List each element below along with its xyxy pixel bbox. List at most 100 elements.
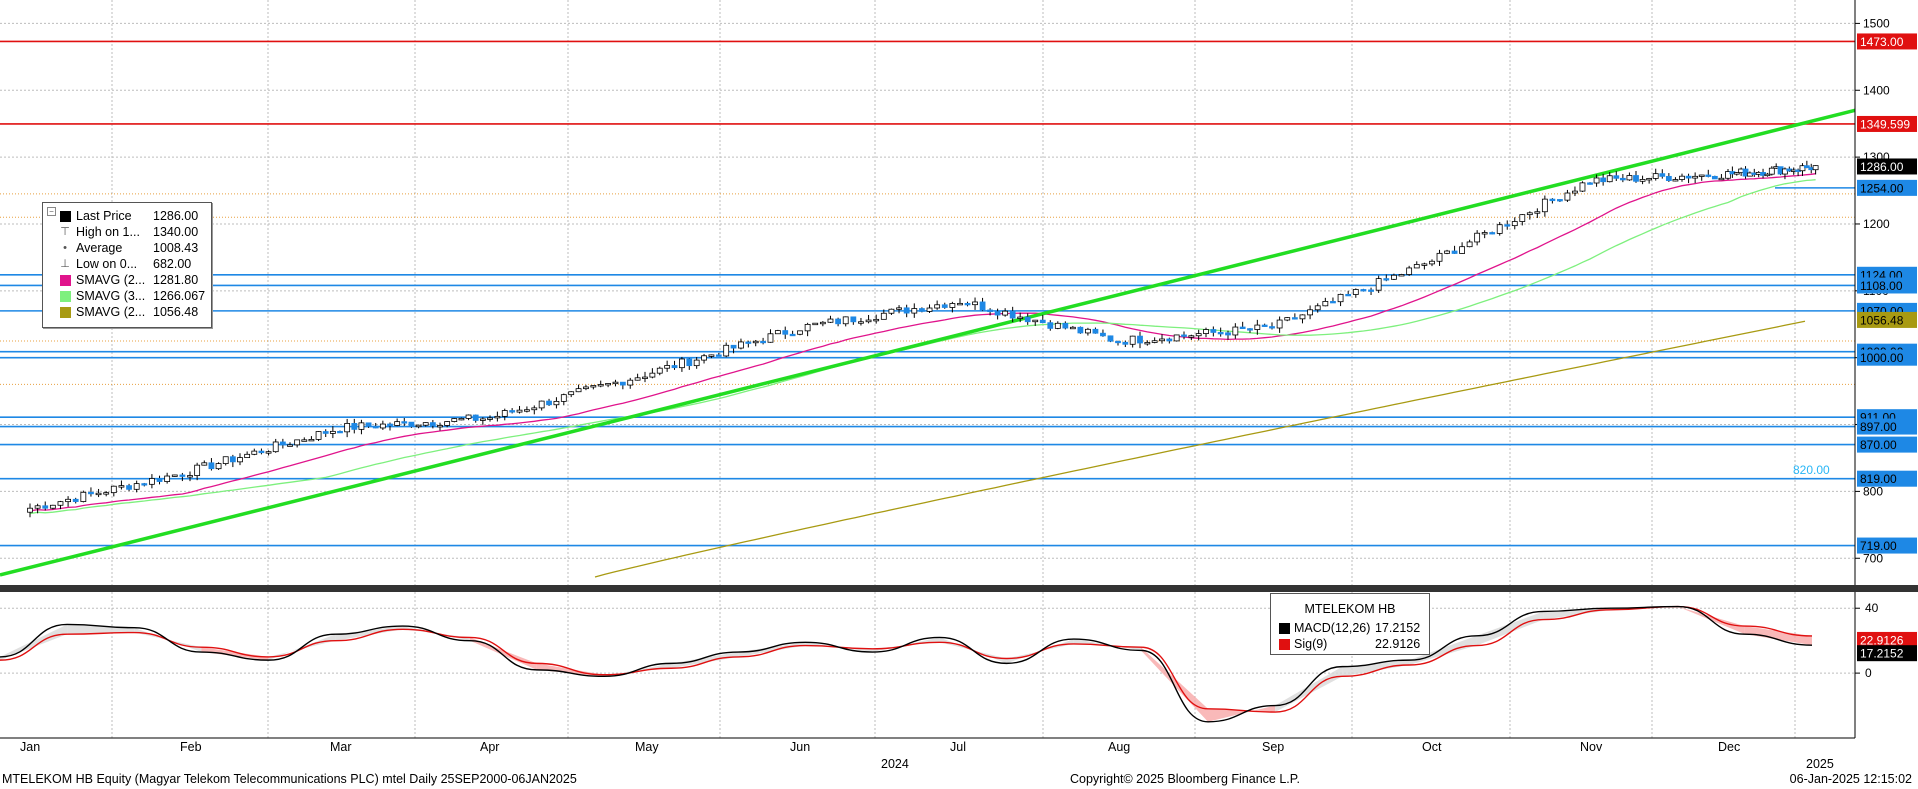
candle-body [118, 485, 125, 488]
candle-body [957, 302, 963, 306]
candle-body [1047, 322, 1054, 329]
grid-lines [0, 0, 1855, 738]
candle-body [1444, 250, 1450, 254]
macd-histogram-fill [201, 647, 269, 661]
candle-body [597, 384, 604, 387]
signal-legend-label: Sig(9) [1294, 637, 1328, 651]
candle-body [1203, 329, 1209, 334]
candle-body [229, 456, 236, 463]
y-tick-label: 800 [1863, 484, 1883, 498]
candle-body [1812, 165, 1819, 171]
trendline [0, 108, 1856, 577]
candle-body [730, 344, 737, 349]
candle-body [1652, 173, 1659, 179]
candle-body [664, 365, 671, 369]
candle-body [634, 377, 641, 381]
macd-histogram-fill [335, 626, 403, 641]
price-level-label: 1286.00 [1860, 160, 1904, 174]
legend-swatch-icon [60, 291, 71, 302]
macd-histogram-fill [1342, 660, 1410, 677]
candle-body [919, 308, 925, 312]
price-level-label: 1000.00 [1860, 351, 1904, 365]
candle-body [1685, 175, 1692, 179]
candle-body [693, 359, 700, 367]
legend-value: 1286.00 [153, 209, 199, 223]
x-tick-label: May [635, 740, 659, 754]
candle-body [1534, 211, 1541, 214]
candle-body [365, 422, 372, 427]
candle-body [850, 316, 857, 323]
candle-body [789, 333, 796, 337]
x-tick-label: Jan [20, 740, 40, 754]
candle-body [1398, 274, 1405, 277]
candle-body [1481, 232, 1488, 235]
candle-body [903, 307, 910, 314]
candle-body [880, 312, 887, 320]
candle-body [408, 421, 415, 427]
candle-body [42, 505, 49, 509]
macd-legend[interactable]: MTELEKOM HB MACD(12,26) 17.2152 Sig(9) 2… [1270, 593, 1430, 655]
candle-body [1115, 340, 1121, 344]
candle-body [149, 478, 155, 485]
candle-body [1549, 198, 1556, 202]
moving-averages [29, 173, 1816, 578]
candle-body [524, 409, 530, 412]
candle-body [1188, 335, 1195, 338]
candle-body [1639, 179, 1646, 182]
candle-body [387, 423, 393, 426]
macd-value-label: 22.9126 [1860, 633, 1904, 647]
legend-value: 682.00 [153, 257, 192, 271]
candle-body [1733, 172, 1740, 175]
candle-body [835, 318, 841, 325]
candle-body [649, 372, 656, 378]
candle-body [1247, 328, 1253, 331]
legend-collapse-icon[interactable]: − [47, 207, 56, 216]
candle-body [329, 430, 336, 434]
signal-legend-value: 22.9126 [1375, 637, 1421, 651]
legend-row: SMAVG (3... 1266.067 [43, 288, 211, 304]
price-level-label-bg [1857, 115, 1917, 132]
candle-body [444, 421, 451, 426]
candle-body [1519, 214, 1526, 222]
macd-swatch-icon [1279, 623, 1290, 634]
candle-body [1646, 178, 1653, 181]
candle-body [1451, 250, 1458, 254]
candle-body [1360, 289, 1367, 292]
candle-body [222, 456, 229, 464]
candle-body [1077, 326, 1084, 334]
candle-body [1764, 173, 1771, 177]
macd-line [0, 605, 1813, 723]
candle-body [715, 354, 722, 357]
price-legend[interactable]: − Last Price 1286.00 ⊤ High on 1... 1340.00 •… [42, 202, 212, 328]
candle-body [1100, 332, 1106, 337]
candle-body [941, 304, 948, 308]
candle-body [1352, 289, 1359, 295]
candle-body [258, 450, 265, 454]
candle-body [934, 304, 941, 309]
candle-body [1511, 221, 1518, 227]
candle-body [1137, 335, 1143, 344]
candle-body [1069, 326, 1076, 330]
candle-body [1261, 324, 1268, 327]
candle-body [1269, 326, 1275, 329]
macd-value-label: 17.2152 [1860, 647, 1904, 661]
candle-body [1474, 232, 1481, 243]
x-year-label: 2025 [1806, 757, 1834, 771]
price-level-label-bg [1857, 537, 1917, 554]
candle-body [568, 391, 575, 396]
candle-body [1692, 175, 1699, 179]
candle-body [57, 501, 64, 506]
candle-body [1024, 316, 1031, 323]
legend-row: SMAVG (2... 1056.48 [43, 304, 211, 320]
candle-body [1413, 264, 1420, 269]
candle-body [95, 492, 102, 496]
candle-body [501, 410, 508, 417]
candle-body [575, 388, 582, 393]
candle-body [1217, 332, 1224, 335]
candle-body [1314, 305, 1321, 311]
candle-body [1705, 174, 1712, 177]
candle-body [873, 318, 880, 322]
candle-body [1054, 322, 1061, 329]
x-tick-label: Mar [330, 740, 352, 754]
candle-body [208, 462, 215, 470]
